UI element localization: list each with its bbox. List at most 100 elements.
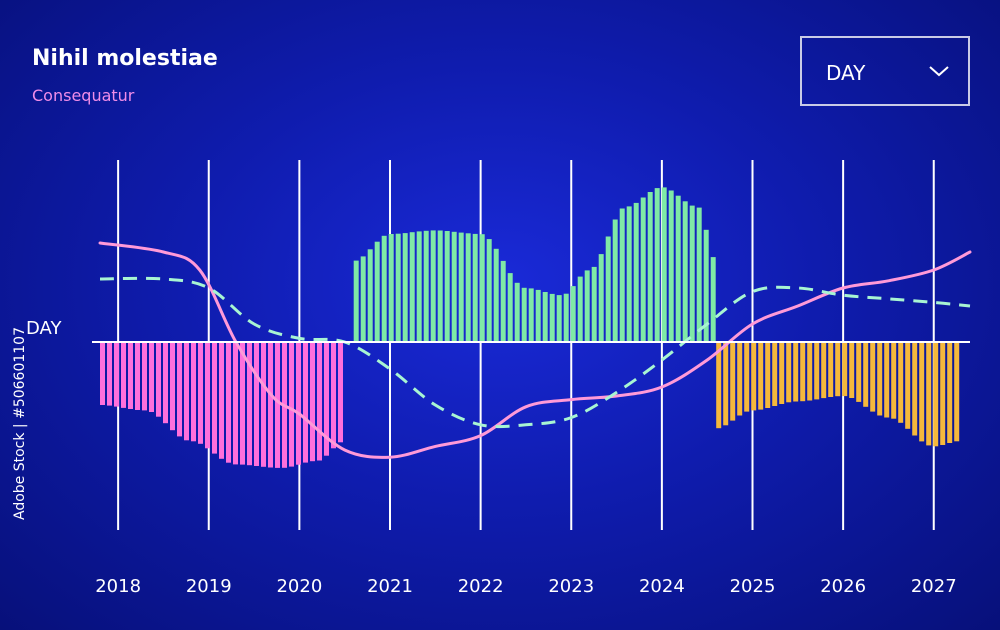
x-tick-label: 2024 [639, 576, 685, 597]
chart-subtitle: Consequatur [32, 86, 135, 105]
area-stripe [556, 295, 562, 342]
area-stripe [842, 342, 848, 397]
area-stripe [261, 342, 266, 467]
area-stripe [353, 260, 359, 342]
area-stripe [226, 342, 231, 463]
area-stripe [535, 289, 541, 342]
area-stripe [814, 342, 820, 400]
area-stripe [528, 288, 534, 342]
area-stripe [177, 342, 182, 437]
area-stripe [205, 342, 210, 449]
area-stripe [493, 248, 499, 342]
area-stripe [275, 342, 280, 468]
area-stripe [170, 342, 175, 431]
area-stripe [135, 342, 140, 410]
area-stripe [128, 342, 133, 409]
x-tick-label: 2018 [95, 576, 141, 597]
area-stripe [296, 342, 301, 465]
area-stripe [828, 342, 834, 397]
area-stripe [940, 342, 946, 445]
x-tick-label: 2019 [186, 576, 232, 597]
chart-title: Nihil molestiae [32, 46, 218, 71]
area-stripe [184, 342, 189, 441]
area-stripe [486, 239, 492, 342]
area-stripe [360, 256, 366, 342]
area-stripe [142, 342, 147, 411]
area-stripe [542, 292, 548, 342]
area-stripe [156, 342, 161, 417]
area-stripe [521, 287, 527, 342]
area-stripe [751, 342, 757, 411]
area-stripe [898, 342, 904, 423]
area-stripe [835, 342, 841, 397]
area-stripe [703, 229, 709, 342]
area-stripe [744, 342, 750, 412]
area-stripe [772, 342, 778, 406]
area-stripe [437, 230, 443, 342]
area-stripe [668, 190, 674, 342]
area-stripe [191, 342, 196, 442]
area-stripe [689, 205, 695, 342]
dashed-series-line [99, 276, 971, 429]
area-stripe [570, 286, 576, 342]
area-stripe [786, 342, 792, 403]
area-stripe [563, 293, 569, 342]
x-tick-label: 2021 [367, 576, 413, 597]
x-tick-label: 2027 [911, 576, 957, 597]
area-stripe [591, 266, 597, 342]
area-stripe [849, 342, 855, 398]
area-green [353, 187, 716, 342]
area-stripe [870, 342, 876, 412]
area-stripe [926, 342, 932, 446]
area-stripe [268, 342, 273, 468]
area-stripe [863, 342, 869, 407]
area-stripe [465, 233, 471, 342]
area-stripe [654, 188, 660, 342]
area-stripe [577, 276, 583, 342]
area-stripe [954, 342, 960, 442]
area-stripe [409, 232, 415, 342]
area-stripe [479, 234, 485, 342]
area-stripe [675, 195, 681, 342]
area-stripe [430, 230, 436, 342]
area-stripe [793, 342, 799, 402]
area-stripe [388, 234, 394, 342]
area-stripe [303, 342, 308, 463]
area-stripe [514, 282, 520, 342]
area-stripe [640, 197, 646, 342]
area-stripe [233, 342, 238, 465]
area-stripe [367, 249, 373, 342]
chevron-down-icon [929, 66, 949, 77]
area-stripe [324, 342, 329, 456]
period-dropdown[interactable]: DAY [800, 36, 970, 106]
area-stripe [807, 342, 813, 401]
area-stripe [163, 342, 168, 424]
area-stripe [919, 342, 925, 442]
area-stripe [647, 192, 653, 342]
area-stripe [331, 342, 336, 449]
area-stripe [723, 342, 729, 426]
x-tick-label: 2020 [276, 576, 322, 597]
x-tick-label: 2023 [548, 576, 594, 597]
area-stripe [884, 342, 890, 418]
area-stripe [821, 342, 827, 399]
area-stripe [737, 342, 743, 416]
area-stripe [458, 232, 464, 342]
area-stripe [661, 187, 667, 342]
area-stripe [779, 342, 785, 404]
y-axis-label: DAY [26, 318, 62, 339]
area-stripe [212, 342, 217, 454]
area-stripe [114, 342, 119, 407]
area-stripe [633, 202, 639, 342]
area-stripe [149, 342, 154, 412]
area-stripe [416, 231, 422, 342]
area-stripe [254, 342, 259, 466]
area-stripe [682, 201, 688, 342]
area-stripe [619, 208, 625, 342]
x-tick-label: 2022 [458, 576, 504, 597]
area-stripe [100, 342, 105, 405]
area-stripe [240, 342, 245, 465]
area-stripe [395, 233, 401, 342]
area-stripe [472, 233, 478, 342]
